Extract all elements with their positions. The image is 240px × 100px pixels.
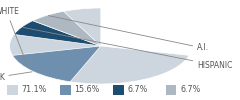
Text: 6.7%: 6.7% [180,86,200,94]
Bar [60,85,71,95]
Bar [166,85,176,95]
Text: WHITE: WHITE [0,8,28,68]
Wedge shape [33,11,101,46]
Wedge shape [12,46,101,82]
Text: HISPANIC: HISPANIC [23,27,232,70]
Text: BLACK: BLACK [0,72,32,82]
Wedge shape [14,21,101,46]
Text: 6.7%: 6.7% [127,86,148,94]
Wedge shape [10,8,189,84]
Text: A.I.: A.I. [48,16,209,52]
Bar [7,85,18,95]
Text: 15.6%: 15.6% [74,86,100,94]
Text: 71.1%: 71.1% [22,86,47,94]
Bar [113,85,124,95]
